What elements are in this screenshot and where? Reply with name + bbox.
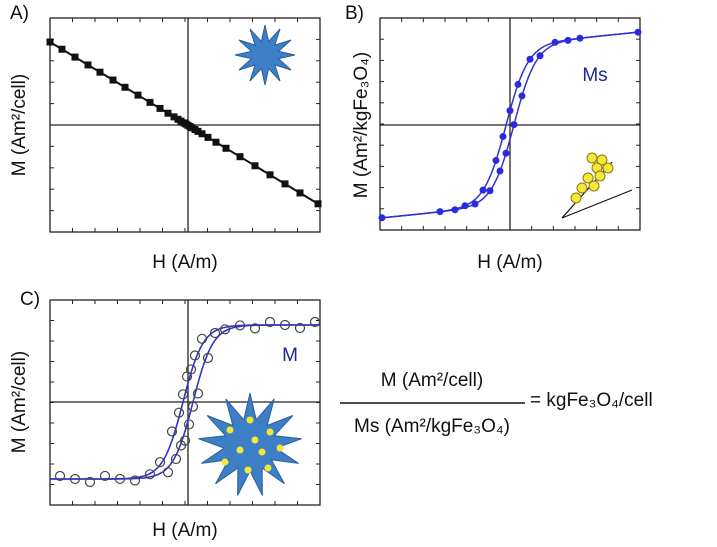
marker [72, 54, 79, 61]
figure: A) M (Am²/cell) H (A/m) B) M (Am²/kgFe₃O… [0, 0, 717, 547]
particle [587, 153, 597, 163]
y-axis-label: M (Am²/cell) [9, 351, 30, 453]
marker [147, 99, 154, 106]
marker [635, 29, 642, 36]
particle [603, 163, 613, 173]
marker [527, 56, 534, 63]
marker [565, 37, 572, 44]
panel-label: A) [10, 3, 29, 24]
marker [315, 200, 322, 207]
panel-label: B) [345, 3, 364, 24]
marker [135, 92, 142, 99]
equation-denominator: Ms (Am²/kgFe₃O₄) [354, 416, 510, 437]
marker [515, 81, 522, 88]
marker [110, 77, 117, 84]
marker [487, 187, 494, 194]
particle-icon [198, 393, 301, 496]
particle [265, 465, 272, 472]
marker [223, 145, 230, 152]
panel-label: C) [20, 289, 40, 310]
particle [252, 437, 259, 444]
annotation: Ms [582, 65, 607, 86]
y-axis-label: M (Am²/kgFe₃O₄) [351, 52, 372, 198]
marker [497, 167, 504, 174]
marker [519, 92, 526, 99]
marker [472, 201, 479, 208]
marker [452, 206, 459, 213]
marker [480, 187, 487, 194]
marker [462, 202, 469, 209]
particle [277, 445, 284, 452]
marker [122, 84, 129, 91]
marker [537, 52, 544, 59]
marker [198, 334, 207, 343]
marker [297, 189, 304, 196]
marker [437, 208, 444, 215]
particle [259, 449, 266, 456]
marker [577, 35, 584, 42]
marker [507, 107, 514, 114]
particle [227, 427, 234, 434]
marker [493, 157, 500, 164]
marker [205, 134, 212, 141]
marker [164, 468, 173, 477]
annotation: M [282, 345, 298, 366]
particle [237, 447, 244, 454]
marker [199, 130, 206, 137]
equation-result: = kgFe₃O₄/cell [530, 390, 653, 411]
marker [97, 69, 104, 76]
particle [245, 467, 252, 474]
marker [237, 153, 244, 160]
particle [595, 171, 605, 181]
particle [589, 181, 599, 191]
x-axis-label: H (A/m) [152, 520, 217, 541]
particle [571, 193, 581, 203]
marker [511, 121, 518, 128]
particle [247, 417, 254, 424]
particle [222, 459, 229, 466]
x-axis-label: H (A/m) [152, 252, 217, 273]
y-axis-label: M (Am²/cell) [9, 74, 30, 176]
marker [157, 105, 164, 112]
marker [379, 214, 386, 221]
marker [252, 162, 259, 169]
marker [500, 133, 507, 140]
marker [185, 420, 194, 429]
marker [47, 39, 54, 46]
marker [267, 171, 274, 178]
particle [267, 429, 274, 436]
marker [165, 110, 172, 117]
marker [213, 139, 220, 146]
marker [179, 390, 188, 399]
marker [59, 46, 66, 53]
marker [503, 150, 510, 157]
marker [552, 39, 559, 46]
equation-numerator: M (Am²/cell) [381, 370, 483, 391]
particle [577, 183, 587, 193]
marker [85, 61, 92, 68]
particle-icon [235, 25, 295, 85]
x-axis-label: H (A/m) [477, 252, 542, 273]
marker [282, 180, 289, 187]
